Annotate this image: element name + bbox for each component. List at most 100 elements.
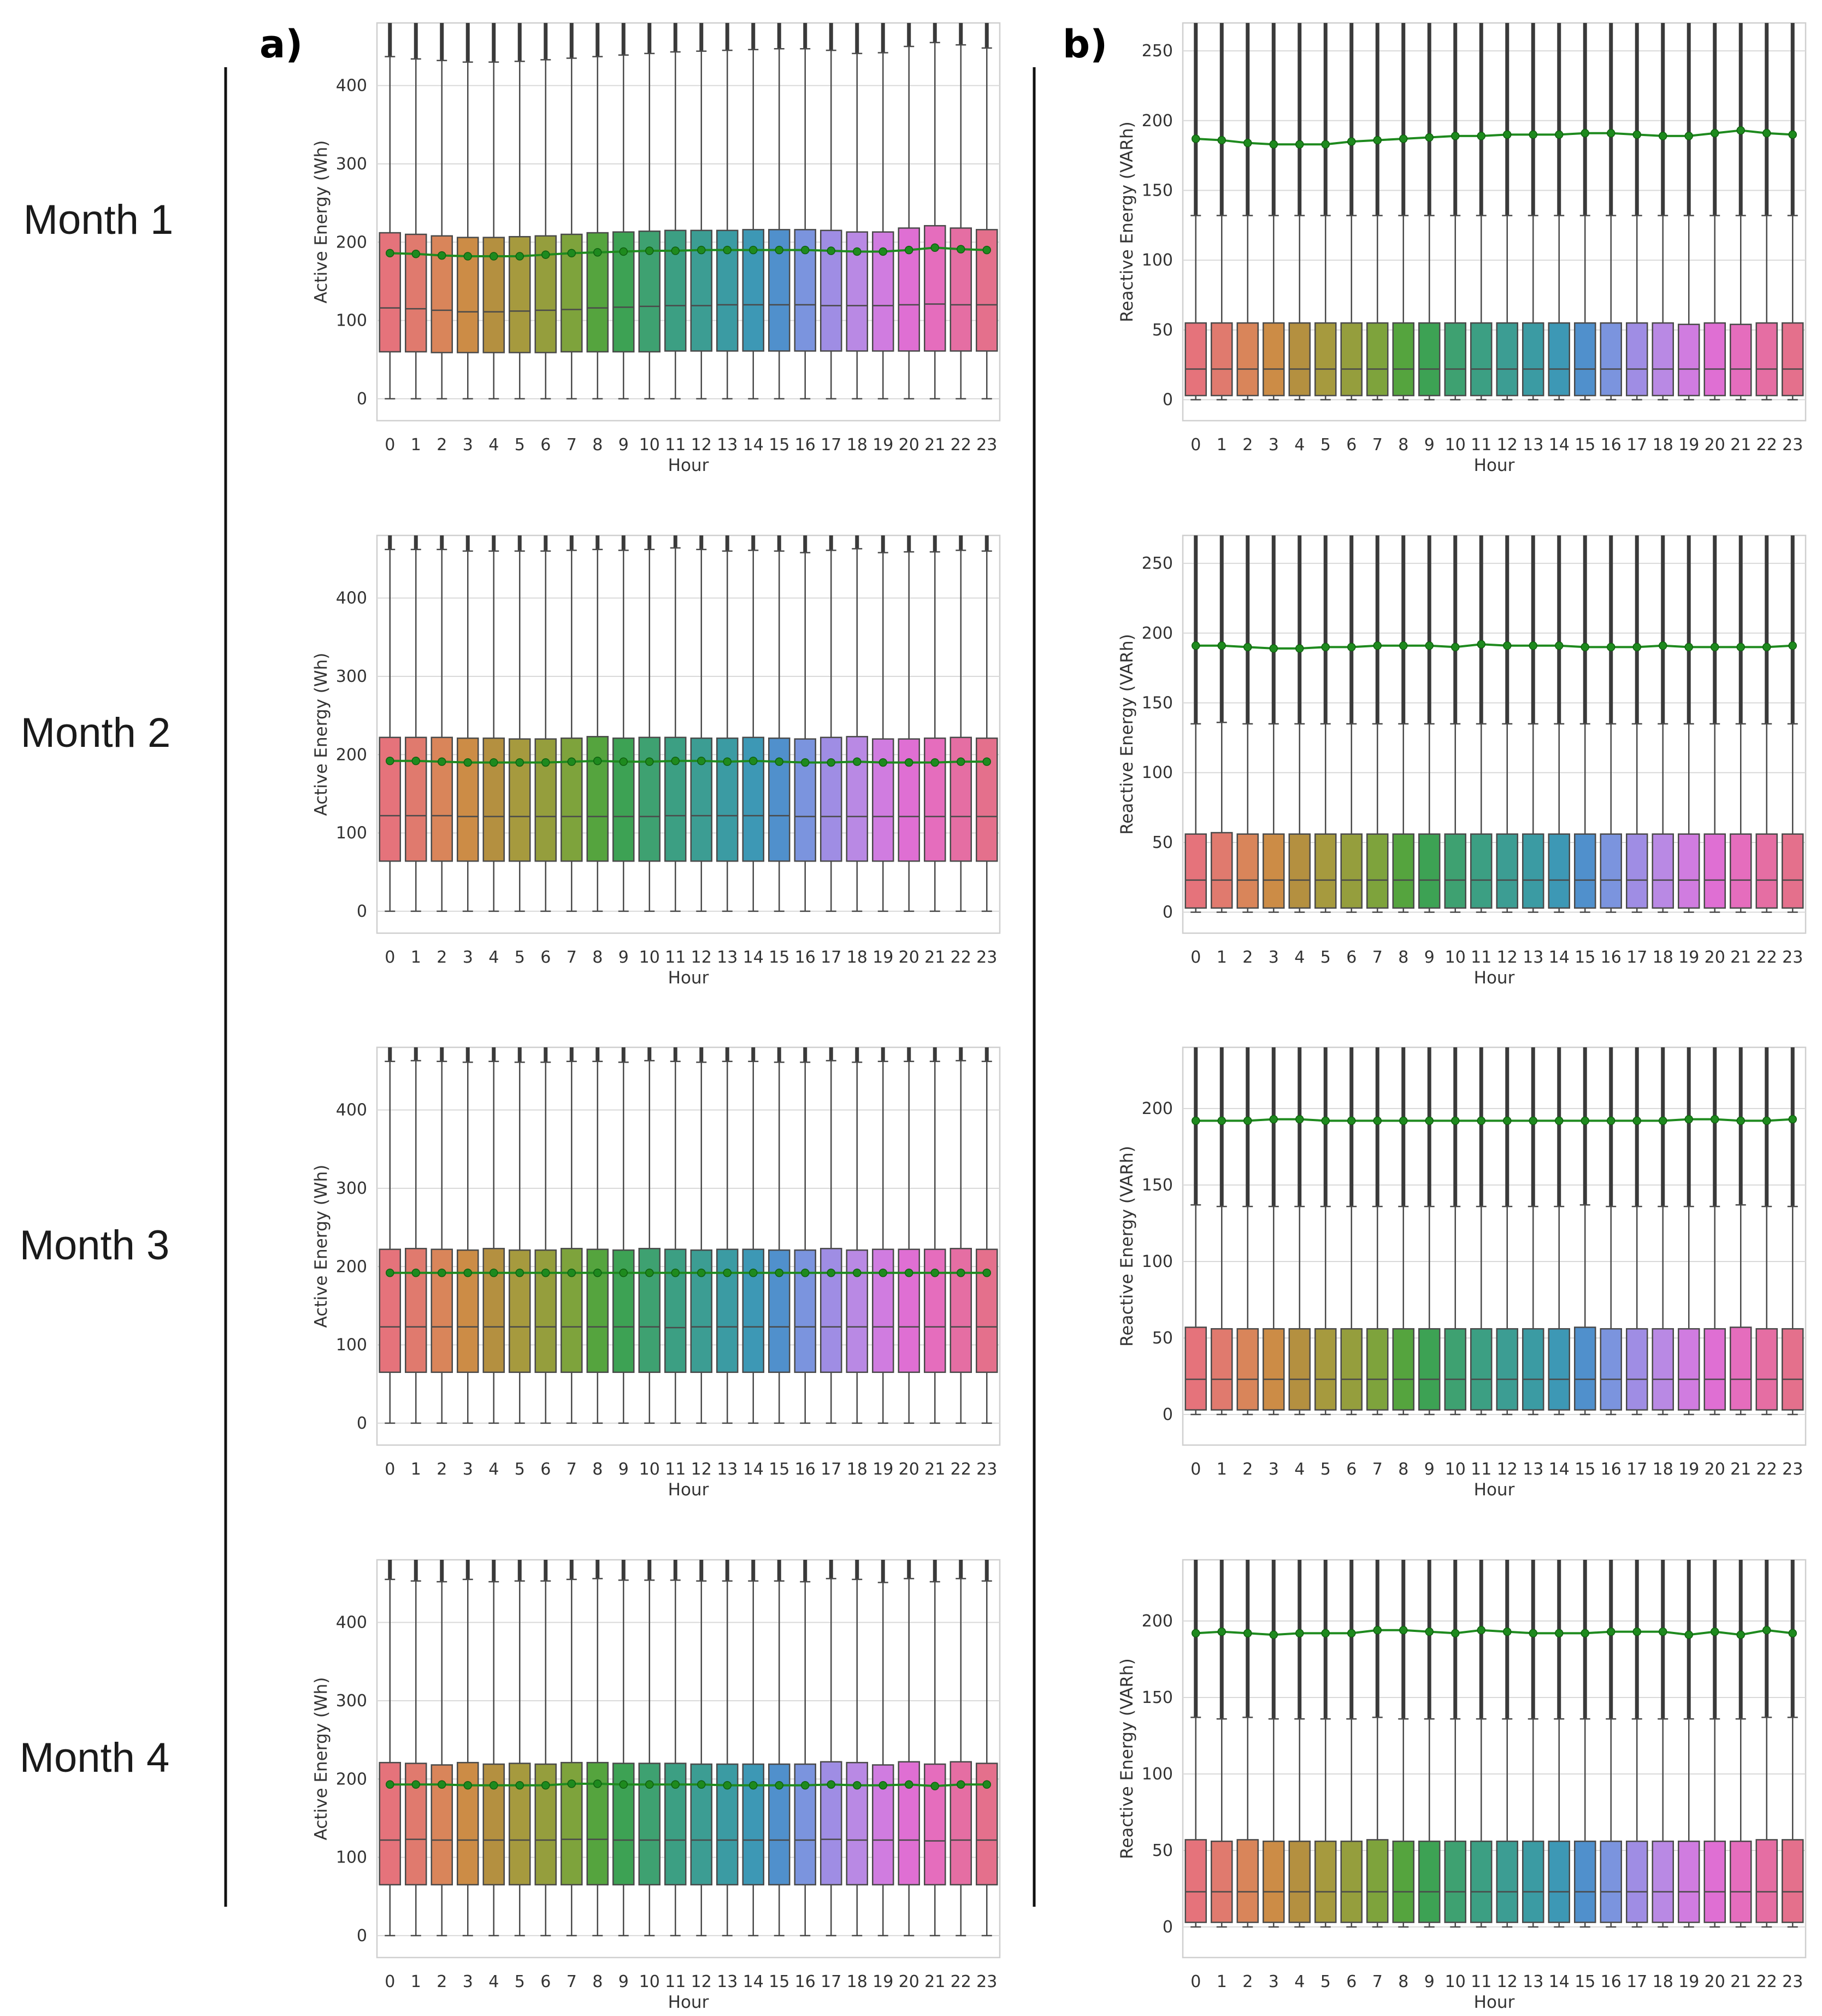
box-hour-0 [1184,1839,1207,1923]
x-tick-label: 23 [976,1460,997,1479]
box-hour-17 [1626,1840,1648,1923]
x-tick-label: 16 [795,948,816,967]
x-tick-label: 19 [1678,435,1699,455]
box-hour-1 [1211,1840,1233,1923]
x-tick-label: 20 [1705,948,1725,967]
x-tick-label: 21 [924,1972,945,1991]
box-hour-6 [1340,322,1363,397]
box-hour-12 [1496,1840,1518,1923]
x-tick-label: 1 [411,948,421,967]
x-tick-label: 5 [515,1460,525,1479]
box-hour-17 [1626,1328,1648,1411]
box-hour-2 [1236,833,1259,909]
x-tick-label: 16 [1601,435,1621,455]
box-hour-16 [1600,1840,1622,1923]
mean-point [1192,1629,1200,1638]
box-hour-1 [1211,832,1233,909]
box-hour-10 [1444,833,1466,909]
y-axis-label: Active Energy (Wh) [311,1677,331,1841]
y-tick-label: 50 [1152,1841,1173,1860]
x-tick-label: 8 [1398,948,1408,967]
box-hour-9 [1418,1840,1441,1923]
y-tick-label: 100 [336,311,367,331]
box-hour-21 [924,1248,946,1373]
x-tick-label: 21 [924,435,945,455]
mean-point [853,247,862,256]
mean-point [1399,134,1408,143]
x-tick-label: 7 [567,1972,577,1991]
mean-point [1684,1630,1693,1639]
mean-point [878,1781,887,1790]
mean-point [1399,1626,1408,1635]
mean-point [1347,1629,1356,1638]
mean-point [1373,1626,1382,1635]
mean-point [1711,1627,1719,1636]
mean-point [463,1781,472,1790]
mean-point [801,245,810,255]
x-tick-label: 5 [1320,435,1331,455]
x-tick-label: 14 [743,948,764,967]
mean-point [1659,641,1667,650]
y-tick-label: 0 [1163,903,1173,922]
y-tick-label: 0 [1163,391,1173,410]
x-tick-label: 19 [872,948,893,967]
box-hour-2 [1236,1328,1259,1411]
mean-point [438,757,446,766]
y-tick-label: 100 [336,824,367,843]
mean-point [1243,138,1252,148]
box-hour-15 [1574,833,1596,909]
box-hour-1 [1211,322,1233,397]
plot-area [1182,1046,1807,1446]
mean-point [1477,1626,1485,1635]
box-hour-3 [457,1249,479,1373]
box-hour-12 [1496,833,1518,909]
x-tick-label: 22 [951,948,971,967]
box-hour-8 [1392,1328,1414,1411]
box-hour-22 [950,1248,972,1373]
y-tick-label: 250 [1142,554,1173,573]
x-tick-label: 5 [515,948,525,967]
box-hour-11 [664,1248,687,1373]
box-hour-19 [872,738,894,862]
mean-point [1269,1630,1278,1639]
mean-point [671,246,680,255]
box-hour-13 [716,1248,739,1373]
x-tick-label: 15 [1575,435,1595,455]
x-tick-label: 8 [592,948,603,967]
mean-point [645,757,654,766]
box-hour-3 [1263,833,1285,909]
box-hour-12 [690,737,712,862]
x-tick-label: 11 [665,1460,686,1479]
box-hour-20 [1703,833,1726,909]
mean-point [775,757,783,766]
y-tick-label: 200 [336,745,367,764]
y-tick-label: 150 [1142,694,1173,713]
panel-label-b: b) [1063,22,1107,67]
x-tick-label: 15 [769,1460,789,1479]
x-tick-label: 18 [847,1972,868,1991]
x-tick-label: 6 [1346,435,1357,455]
mean-point [1684,1115,1693,1124]
x-tick-label: 16 [1601,1460,1621,1479]
mean-point [567,1268,576,1277]
y-tick-label: 150 [1142,1688,1173,1707]
box-hour-9 [1418,833,1441,909]
mean-point [697,1780,706,1789]
mean-line [1195,129,1793,146]
mean-point [827,758,835,767]
mean-point [515,252,524,261]
mean-point [697,245,706,255]
mean-point [1736,642,1745,652]
y-tick-label: 150 [1142,1176,1173,1195]
mean-point [411,250,420,258]
x-tick-label: 4 [1294,1460,1305,1479]
mean-point [541,250,550,259]
mean-point [463,1268,472,1277]
mean-point [541,1781,550,1790]
x-tick-label: 2 [1242,1972,1253,1991]
box-hour-4 [1288,1328,1311,1411]
x-tick-label: 12 [691,948,712,967]
x-tick-label: 6 [540,1972,551,1991]
